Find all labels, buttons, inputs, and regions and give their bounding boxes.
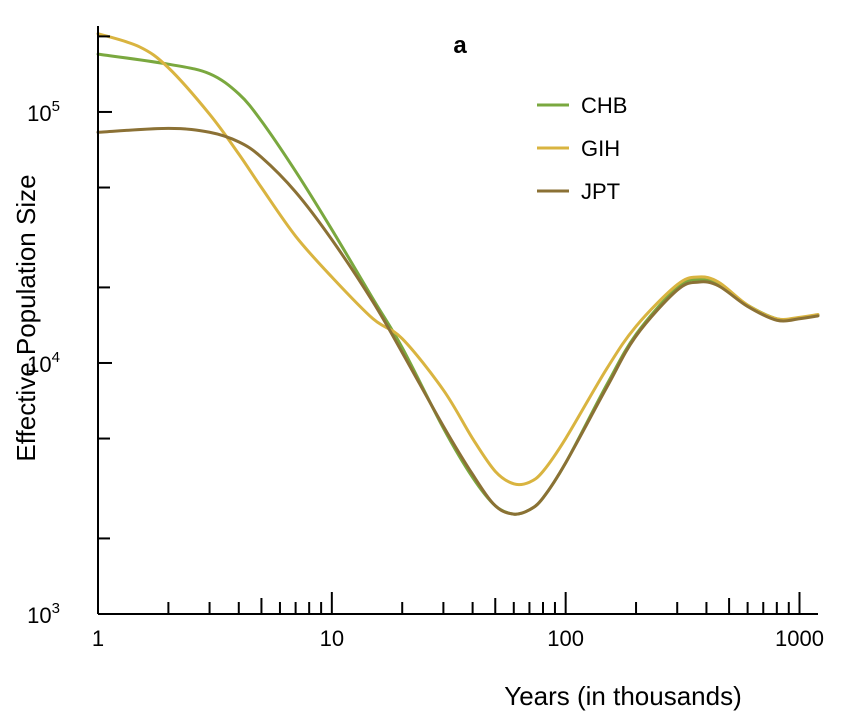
y-tick-label: 103 xyxy=(27,600,60,628)
y-tick-label: 104 xyxy=(27,349,60,377)
x-tick-label: 1000 xyxy=(775,626,824,651)
legend: CHB GIH JPT xyxy=(537,93,627,204)
legend-label-chb: CHB xyxy=(581,93,627,118)
y-tick-base: 10 xyxy=(27,603,51,628)
y-tick-base: 10 xyxy=(27,101,51,126)
x-tick-label: 100 xyxy=(547,626,584,651)
x-tick-label: 10 xyxy=(320,626,344,651)
legend-label-gih: GIH xyxy=(581,136,620,161)
x-axis-title: Years (in thousands) xyxy=(504,681,742,711)
x-axis-ticks: 1 10 100 1000 xyxy=(92,592,824,651)
y-tick-exponent: 4 xyxy=(52,349,60,366)
series-line-jpt xyxy=(96,126,820,516)
y-tick-exponent: 3 xyxy=(52,600,60,617)
panel-label: a xyxy=(453,32,467,59)
y-tick-exponent: 5 xyxy=(52,98,60,115)
legend-label-jpt: JPT xyxy=(581,179,620,204)
series-line-gih xyxy=(96,32,820,487)
x-tick-label: 1 xyxy=(92,626,104,651)
y-tick-base: 10 xyxy=(27,352,51,377)
y-axis-title: Effective Population Size xyxy=(11,174,41,461)
series-layer xyxy=(96,32,820,516)
y-tick-label: 105 xyxy=(27,98,60,126)
